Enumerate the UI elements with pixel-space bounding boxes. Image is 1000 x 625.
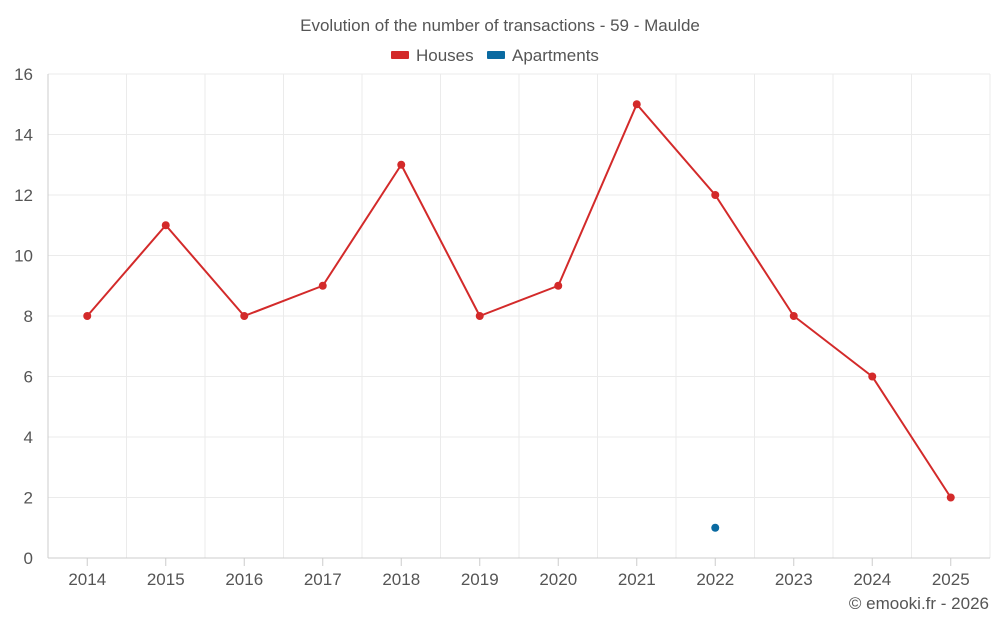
data-point-houses-2020[interactable] <box>554 281 563 290</box>
x-tick-label: 2021 <box>618 570 656 589</box>
series-apartments <box>711 523 720 532</box>
y-tick-label: 2 <box>24 489 33 508</box>
y-tick-label: 4 <box>24 428 33 447</box>
x-tick-label: 2016 <box>225 570 263 589</box>
x-tick-label: 2014 <box>68 570 106 589</box>
data-point-houses-2016[interactable] <box>240 312 249 320</box>
y-tick-label: 0 <box>24 549 33 568</box>
x-tick-label: 2023 <box>775 570 813 589</box>
series-line-houses <box>86 103 952 499</box>
y-axis-tick-labels: 0 2 4 6 8 10 12 14 16 <box>14 65 33 568</box>
y-tick-label: 8 <box>24 307 33 326</box>
data-point-houses-2019[interactable] <box>475 312 484 320</box>
data-point-houses-2022[interactable] <box>711 191 720 199</box>
series-houses <box>83 100 955 502</box>
x-tick-label: 2025 <box>932 570 970 589</box>
y-tick-label: 14 <box>14 126 33 145</box>
x-tick-label: 2024 <box>853 570 891 589</box>
legend-label-apartments: Apartments <box>512 46 599 65</box>
footer-credit: © emooki.fr - 2026 <box>849 594 989 613</box>
chart-title: Evolution of the number of transactions … <box>300 16 700 35</box>
y-tick-label: 10 <box>14 247 33 266</box>
legend-swatch-apartments <box>487 51 505 59</box>
data-point-houses-2015[interactable] <box>161 221 170 230</box>
data-point-houses-2018[interactable] <box>397 160 406 169</box>
data-point-houses-2021[interactable] <box>632 100 641 109</box>
x-tick-label: 2017 <box>304 570 342 589</box>
axes <box>47 74 990 566</box>
data-point-houses-2023[interactable] <box>789 312 798 320</box>
y-tick-label: 16 <box>14 65 33 84</box>
data-point-houses-2025[interactable] <box>946 493 955 502</box>
x-tick-label: 2022 <box>696 570 734 589</box>
x-tick-label: 2018 <box>382 570 420 589</box>
data-point-houses-2014[interactable] <box>83 312 92 320</box>
data-point-houses-2017[interactable] <box>318 281 327 290</box>
y-tick-label: 6 <box>24 368 33 387</box>
data-point-apartments-2022[interactable] <box>711 523 720 532</box>
grid-lines <box>48 73 991 558</box>
legend-swatch-houses <box>391 51 409 59</box>
x-tick-label: 2015 <box>147 570 185 589</box>
x-tick-label: 2019 <box>461 570 499 589</box>
legend-item-apartments[interactable]: Apartments <box>487 46 599 65</box>
x-tick-label: 2020 <box>539 570 577 589</box>
data-point-houses-2024[interactable] <box>868 372 877 381</box>
y-tick-label: 12 <box>14 186 33 205</box>
legend: Houses Apartments <box>391 46 599 65</box>
legend-label-houses: Houses <box>416 46 474 65</box>
x-axis-tick-labels: 2014 2015 2016 2017 2018 2019 2020 2021 2022 2023… <box>68 570 969 589</box>
legend-item-houses[interactable]: Houses <box>391 46 474 65</box>
data-series <box>83 100 955 532</box>
